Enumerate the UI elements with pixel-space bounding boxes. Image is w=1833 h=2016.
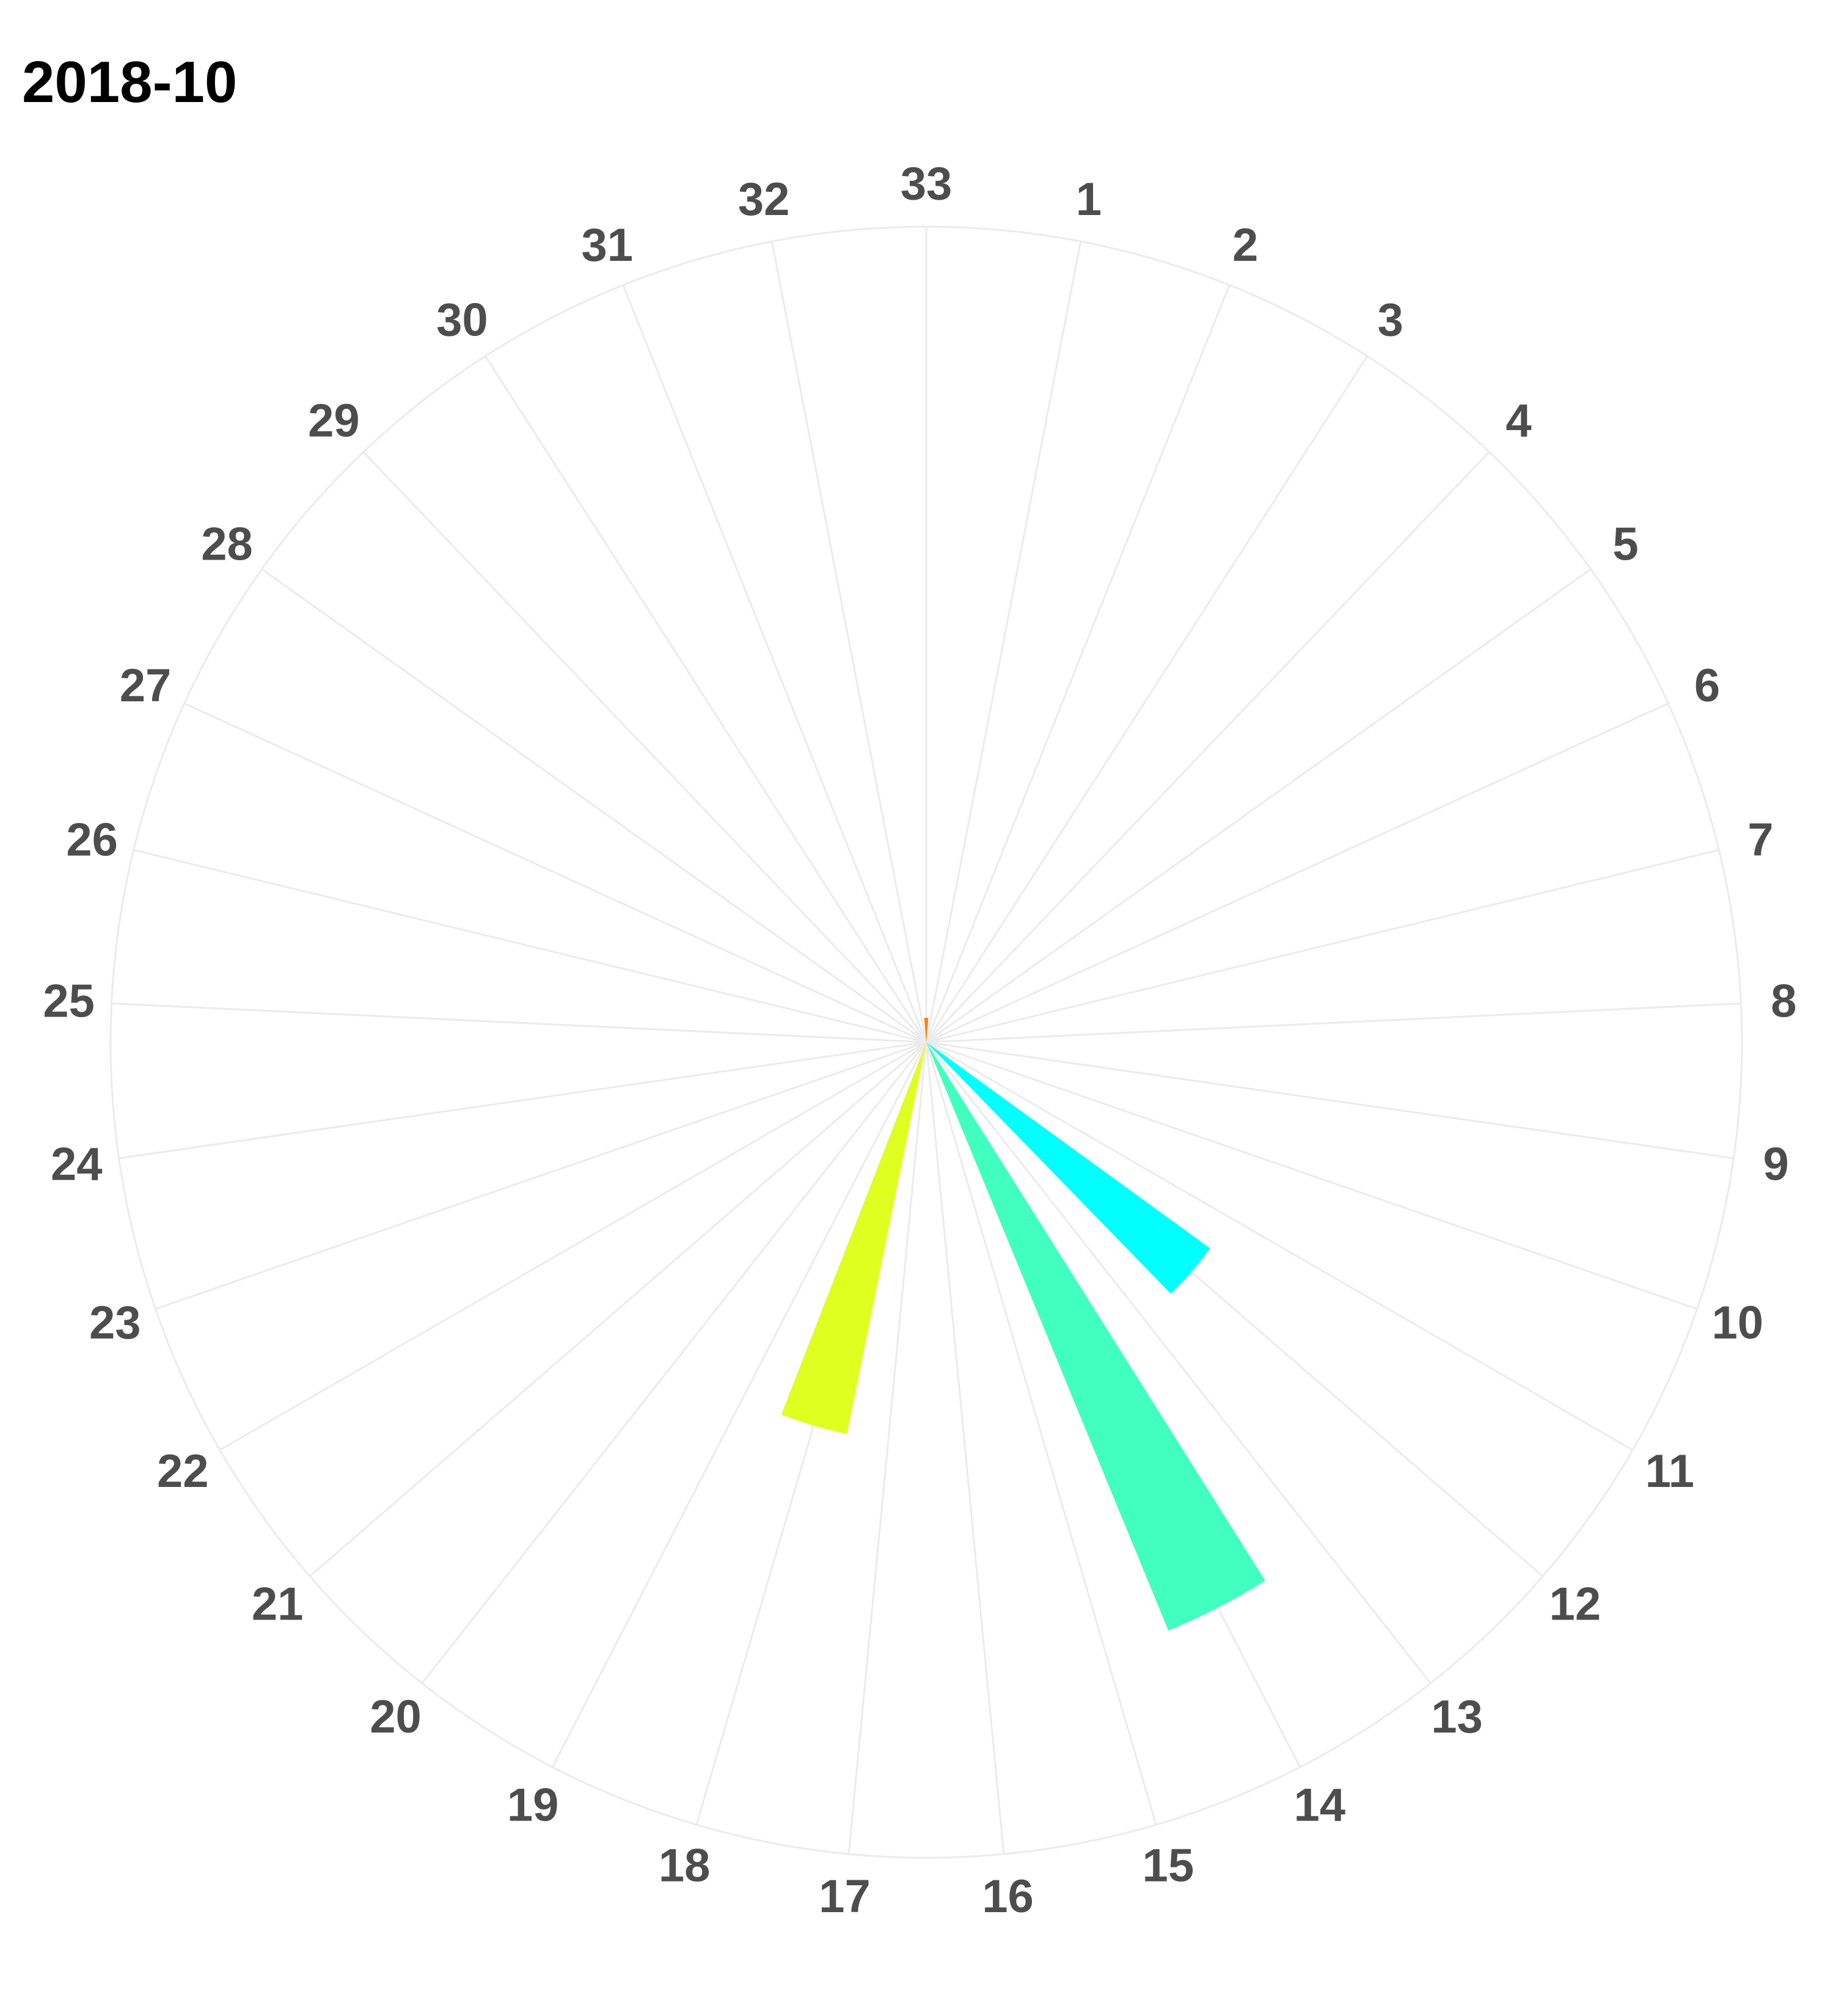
radial-gridline-31 — [622, 285, 927, 1043]
chart-title: 2018-10 — [22, 49, 238, 115]
tick-label-24: 24 — [51, 1138, 103, 1190]
radial-gridline-25 — [111, 1002, 927, 1043]
tick-label-11: 11 — [1645, 1445, 1694, 1497]
radial-gridline-24 — [119, 1041, 927, 1160]
tick-label-10: 10 — [1711, 1297, 1763, 1349]
radial-gridline-7 — [926, 849, 1719, 1043]
tick-label-28: 28 — [201, 519, 253, 571]
tick-label-layer: 1234567891011121314151617181920212223242… — [43, 158, 1796, 1923]
radial-gridline-5 — [926, 568, 1592, 1043]
radial-gridline-32 — [770, 241, 927, 1043]
radial-gridline-27 — [184, 703, 927, 1043]
bar-14 — [926, 1042, 1265, 1631]
tick-label-25: 25 — [43, 976, 95, 1028]
tick-label-13: 13 — [1431, 1691, 1483, 1743]
tick-label-2: 2 — [1232, 219, 1258, 271]
bar-33 — [924, 1017, 929, 1042]
tick-label-21: 21 — [252, 1579, 304, 1631]
tick-label-18: 18 — [659, 1840, 711, 1892]
tick-label-8: 8 — [1771, 976, 1796, 1028]
tick-label-3: 3 — [1377, 294, 1403, 346]
radial-gridline-15 — [925, 1042, 1157, 1825]
bar-layer — [781, 1017, 1265, 1631]
tick-label-16: 16 — [982, 1871, 1034, 1923]
radial-gridline-21 — [309, 1041, 927, 1577]
tick-label-23: 23 — [89, 1297, 141, 1349]
bar-12 — [926, 1042, 1210, 1294]
radial-gridline-10 — [926, 1041, 1698, 1310]
radial-gridline-2 — [925, 285, 1231, 1043]
tick-label-9: 9 — [1763, 1138, 1789, 1190]
radial-gridline-29 — [362, 451, 927, 1043]
tick-label-30: 30 — [436, 294, 488, 346]
radial-gridline-30 — [484, 356, 927, 1043]
tick-label-27: 27 — [120, 660, 172, 712]
tick-label-33: 33 — [901, 158, 953, 210]
tick-label-31: 31 — [582, 219, 634, 271]
tick-label-26: 26 — [66, 814, 118, 866]
tick-label-15: 15 — [1143, 1840, 1195, 1892]
tick-label-20: 20 — [370, 1691, 422, 1743]
radial-gridline-28 — [261, 568, 927, 1043]
tick-label-29: 29 — [308, 395, 360, 447]
tick-label-1: 1 — [1076, 173, 1102, 225]
tick-label-19: 19 — [507, 1779, 559, 1831]
tick-label-22: 22 — [157, 1445, 209, 1497]
bar-18 — [781, 1042, 926, 1434]
tick-label-17: 17 — [819, 1871, 871, 1923]
radial-gridline-20 — [421, 1042, 927, 1684]
radial-gridline-19 — [551, 1042, 927, 1768]
radial-gridline-26 — [133, 849, 927, 1043]
radial-gridline-8 — [926, 1002, 1741, 1043]
radial-gridline-17 — [847, 1042, 927, 1855]
tick-label-14: 14 — [1294, 1779, 1346, 1831]
tick-label-7: 7 — [1747, 814, 1773, 866]
radial-gridline-6 — [926, 703, 1669, 1043]
tick-label-6: 6 — [1694, 660, 1720, 712]
radial-gridline-1 — [925, 241, 1082, 1043]
radial-gridline-13 — [925, 1042, 1432, 1684]
radial-gridline-11 — [926, 1041, 1633, 1451]
tick-label-12: 12 — [1549, 1579, 1601, 1631]
radial-gridline-3 — [925, 356, 1369, 1043]
radial-gridline-22 — [219, 1041, 927, 1451]
radial-gridline-9 — [926, 1041, 1734, 1160]
radial-gridline-23 — [155, 1041, 927, 1310]
radial-gridline-4 — [925, 451, 1490, 1043]
tick-label-5: 5 — [1612, 519, 1638, 571]
tick-label-32: 32 — [738, 173, 790, 225]
tick-label-4: 4 — [1506, 395, 1531, 447]
radial-gridline-16 — [925, 1042, 1005, 1855]
